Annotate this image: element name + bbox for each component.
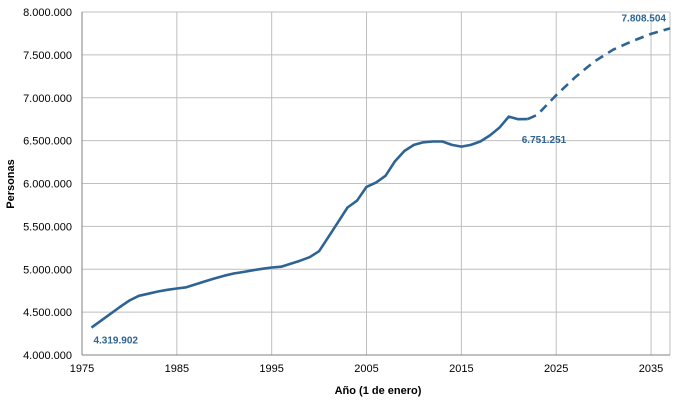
y-tick-label: 6.000.000 (23, 179, 72, 191)
x-tick-label: 1975 (70, 363, 94, 375)
x-tick-label: 2015 (449, 363, 473, 375)
y-tick-label: 7.000.000 (23, 93, 72, 105)
x-axis-ticks: 1975 1985 1995 2005 2015 2025 2035 (70, 363, 664, 375)
x-tick-label: 1985 (165, 363, 189, 375)
data-labels: 4.319.902 6.751.251 7.808.504 (93, 13, 666, 346)
y-tick-label: 6.500.000 (23, 136, 72, 148)
data-label: 6.751.251 (522, 135, 567, 146)
data-label: 7.808.504 (622, 13, 667, 24)
projection-line (527, 27, 671, 121)
y-tick-label: 4.000.000 (23, 350, 72, 362)
x-tick-label: 2035 (639, 363, 663, 375)
x-axis-title: Año (1 de enero) (335, 385, 422, 397)
y-tick-label: 5.000.000 (23, 264, 72, 276)
y-tick-label: 7.500.000 (23, 50, 72, 62)
series-lines (90, 27, 671, 329)
y-tick-label: 5.500.000 (23, 221, 72, 233)
x-tick-label: 1995 (259, 363, 283, 375)
y-tick-label: 4.500.000 (23, 307, 72, 319)
data-label: 4.319.902 (93, 336, 138, 347)
y-axis-ticks: 4.000.000 4.500.000 5.000.000 5.500.000 6.00… (23, 7, 72, 362)
y-tick-label: 8.000.000 (23, 7, 72, 19)
x-tick-label: 2005 (354, 363, 378, 375)
y-axis-title: Personas (5, 159, 17, 209)
historical-line (90, 115, 528, 329)
x-tick-label: 2025 (544, 363, 568, 375)
grid (81, 11, 671, 356)
